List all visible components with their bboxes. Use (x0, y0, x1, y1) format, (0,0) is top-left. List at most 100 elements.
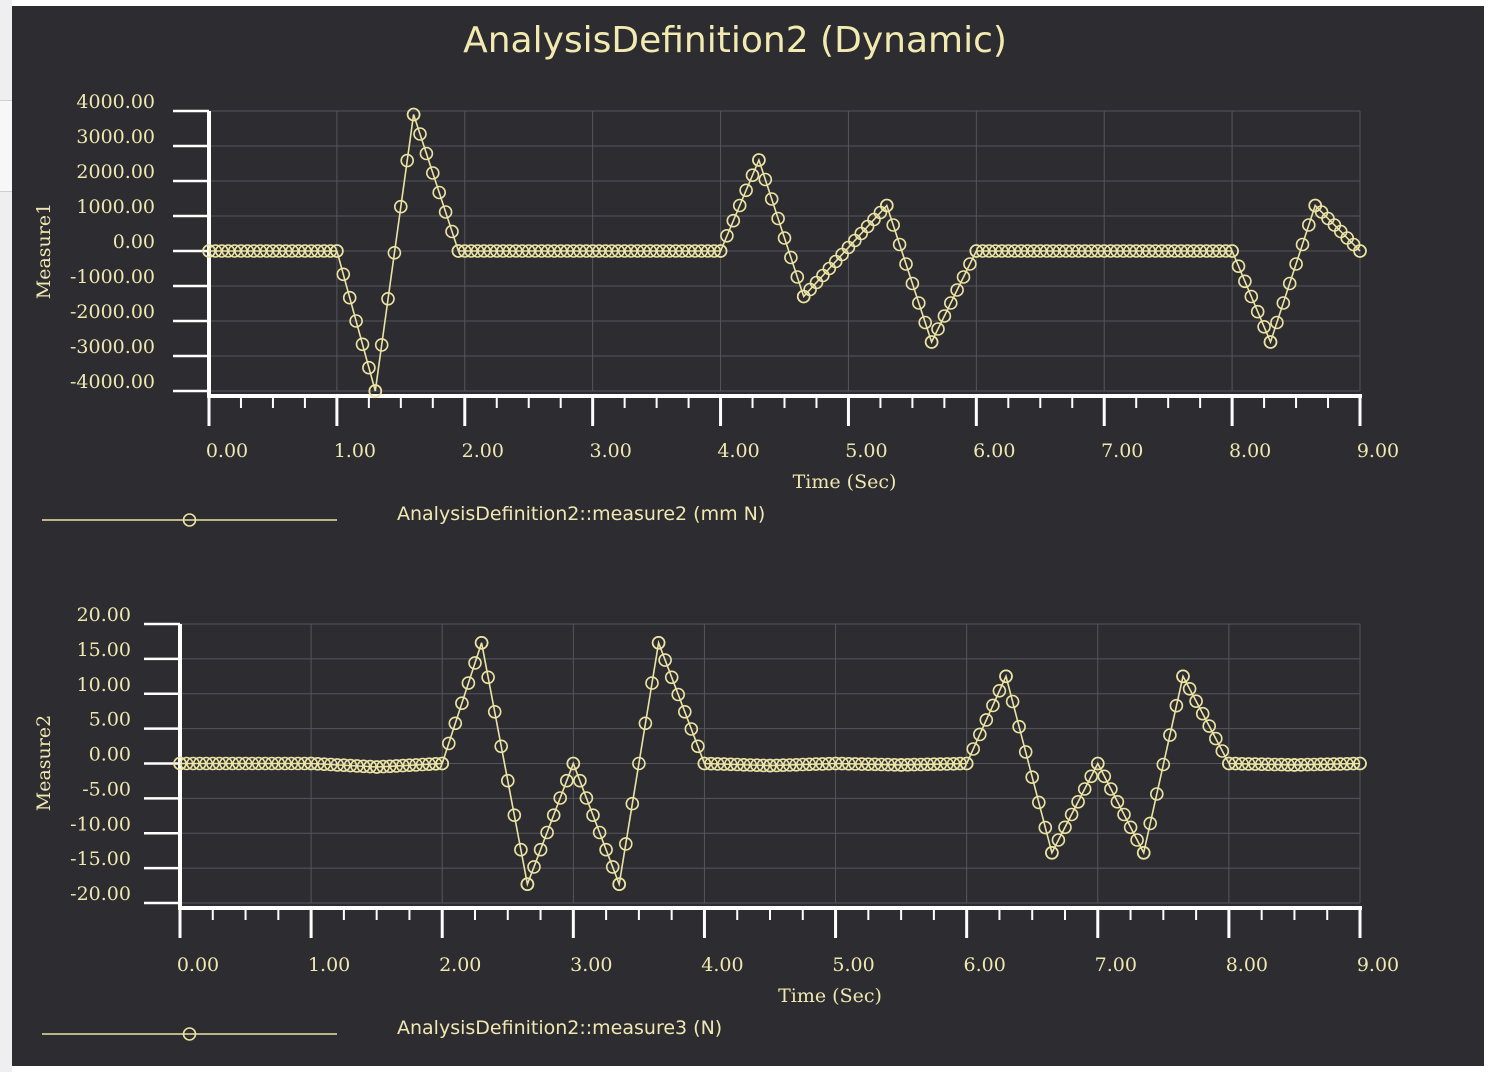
data-point (1143, 816, 1157, 831)
data-point (1202, 719, 1216, 733)
data-point (1135, 244, 1150, 258)
data-point (381, 291, 395, 306)
data-point (1123, 820, 1138, 835)
data-point (376, 759, 391, 774)
x-tick-label: 8.00 (1226, 954, 1268, 976)
data-point (323, 757, 338, 772)
data-point (247, 244, 261, 258)
y-tick-label: 3000.00 (76, 126, 155, 148)
window-left-edge-tab (0, 100, 12, 192)
data-point (1333, 757, 1348, 771)
data-point (284, 756, 299, 771)
data-point (514, 842, 528, 857)
data-point (745, 168, 760, 182)
data-point (1300, 757, 1315, 772)
x-tick-label: 0.00 (206, 440, 248, 462)
data-point (457, 244, 472, 258)
data-point (221, 244, 235, 258)
data-point (1103, 244, 1118, 258)
data-point (266, 244, 280, 258)
data-point (854, 757, 869, 771)
y-tick-label: -5.00 (82, 778, 131, 800)
x-tick-label: 3.00 (570, 954, 612, 976)
data-point (402, 758, 417, 773)
data-point (886, 218, 901, 232)
data-point (258, 756, 272, 771)
x-tick-label: 6.00 (973, 440, 1015, 462)
data-point (638, 716, 653, 731)
data-point (592, 825, 607, 840)
data-point (931, 322, 945, 336)
data-point (445, 224, 459, 239)
y-tick-label: 2000.00 (76, 161, 155, 183)
data-point (1163, 728, 1177, 742)
data-point (861, 757, 876, 772)
data-point (1302, 218, 1316, 232)
data-point (1005, 694, 1020, 709)
data-point (828, 756, 843, 771)
data-point (1110, 794, 1125, 809)
data-point (206, 756, 220, 771)
data-point (1353, 244, 1367, 258)
data-point (913, 757, 928, 772)
data-point (1294, 757, 1308, 772)
data-point (186, 756, 200, 771)
data-point (1176, 669, 1190, 684)
data-point (900, 757, 915, 772)
data-point (232, 756, 246, 771)
data-point (681, 244, 696, 258)
data-point (304, 756, 318, 771)
data-point (304, 244, 319, 258)
data-point (713, 244, 728, 258)
data-point (1254, 757, 1269, 772)
data-point (927, 757, 941, 772)
data-point (1289, 257, 1303, 271)
data-point (1281, 757, 1295, 772)
data-point (455, 696, 469, 711)
data-point (560, 244, 574, 258)
data-point (251, 756, 266, 771)
data-point (1071, 794, 1085, 809)
data-point (362, 360, 376, 375)
data-point (1077, 782, 1092, 796)
x-tick-label: 6.00 (964, 954, 1006, 976)
data-point (704, 756, 718, 771)
y-tick-label: -2000.00 (70, 301, 155, 323)
y-axis-title: Measure1 (33, 203, 55, 299)
data-point (1287, 758, 1302, 772)
x-tick-label: 9.00 (1357, 440, 1399, 462)
data-point (771, 211, 785, 226)
legend-marker (182, 513, 197, 527)
x-axis-title: Time (Sec) (778, 985, 882, 1007)
data-point (553, 791, 568, 805)
data-point (763, 758, 777, 773)
data-point (726, 213, 741, 228)
data-point (435, 756, 450, 771)
data-point (986, 698, 1000, 713)
data-point (992, 683, 1007, 698)
data-point (1244, 289, 1259, 304)
data-point (1353, 756, 1367, 771)
data-point (1261, 757, 1275, 772)
data-point (432, 185, 447, 200)
data-point (868, 757, 882, 772)
data-point (649, 244, 664, 258)
y-tick-label: 0.00 (89, 744, 131, 766)
data-point (612, 877, 627, 892)
data-point (298, 244, 312, 258)
data-point (956, 270, 971, 284)
data-point (953, 756, 967, 771)
y-tick-label: 20.00 (77, 604, 131, 626)
data-point (1130, 833, 1144, 847)
data-point (1052, 244, 1067, 258)
data-point (1228, 756, 1243, 771)
data-point (1257, 319, 1271, 334)
data-point (238, 756, 253, 771)
data-point (966, 742, 981, 756)
data-point (815, 757, 830, 771)
data-point (1274, 757, 1289, 772)
data-point (924, 335, 939, 349)
data-point (1097, 769, 1112, 784)
data-point (451, 244, 466, 258)
data-point (758, 172, 773, 187)
